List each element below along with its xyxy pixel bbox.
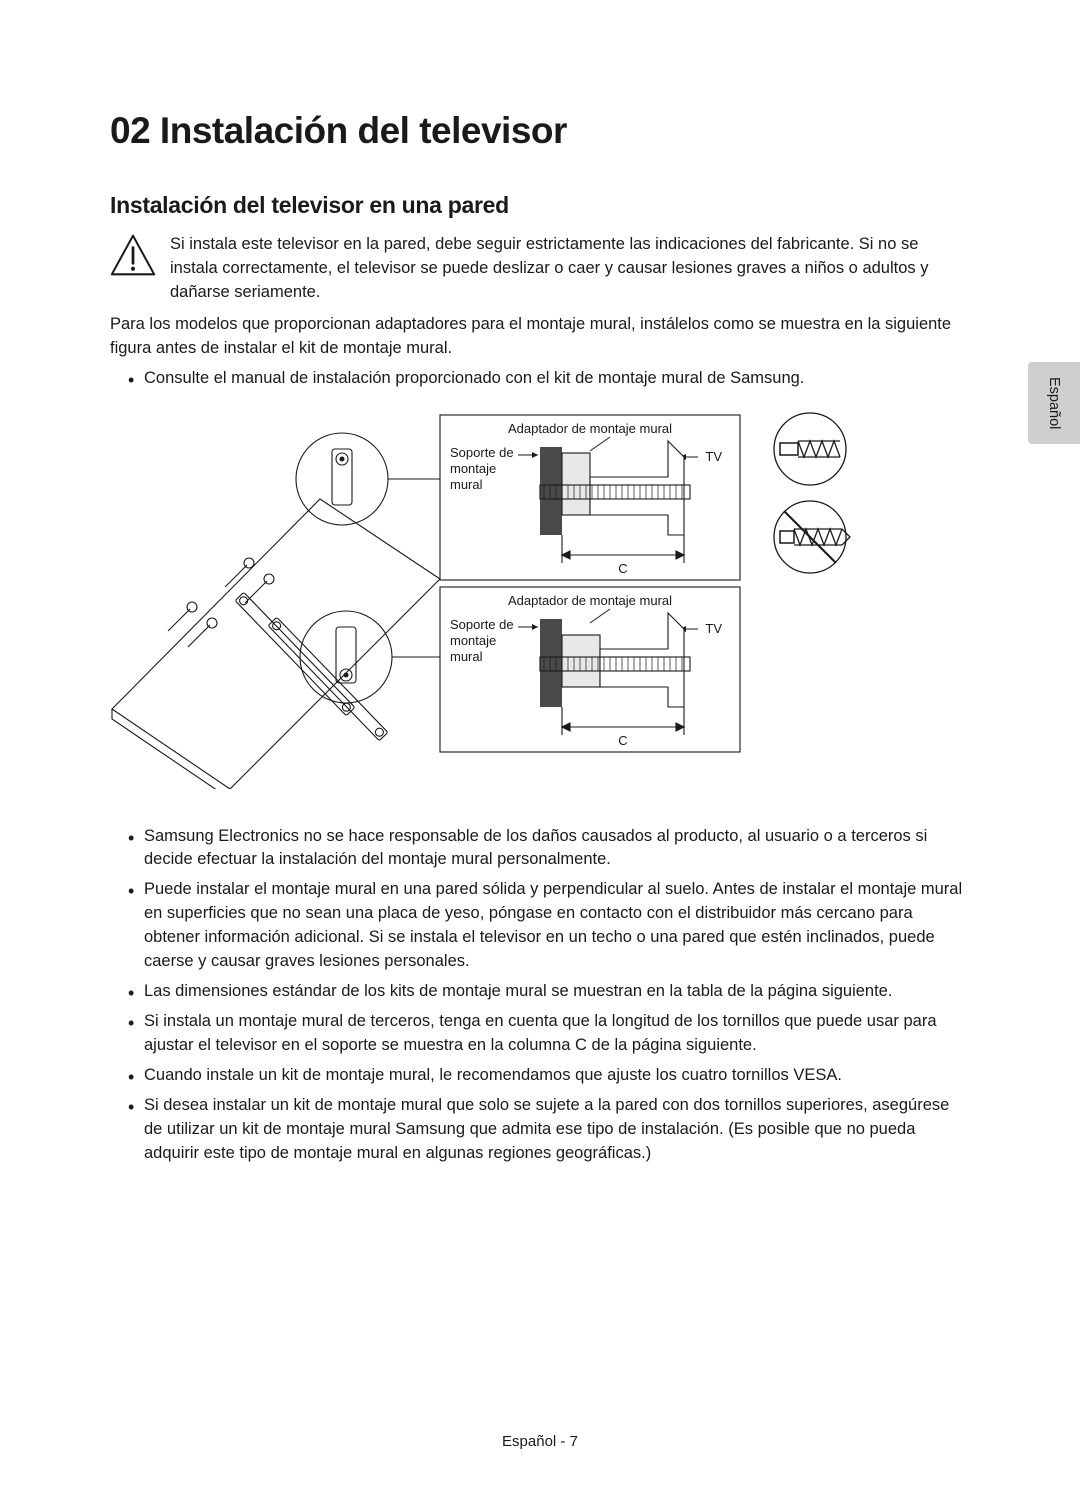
- page-content: 02 Instalación del televisor Instalación…: [0, 0, 1080, 1232]
- adapter-label-bot: Adaptador de montaje mural: [508, 593, 672, 608]
- bullet-after-4: Cuando instale un kit de montaje mural, …: [128, 1064, 970, 1088]
- bracket-label-bot-2: montaje: [450, 633, 496, 648]
- paragraph-1: Para los modelos que proporcionan adapta…: [110, 313, 970, 361]
- warning-icon: [110, 233, 156, 277]
- bracket-label-bot-3: mural: [450, 649, 483, 664]
- bullet-after-0: Samsung Electronics no se hace responsab…: [128, 825, 970, 873]
- tv-label-bot: TV: [705, 621, 722, 636]
- bullet-after-1: Puede instalar el montaje mural en una p…: [128, 878, 970, 974]
- bullet-after-3: Si instala un montaje mural de terceros,…: [128, 1010, 970, 1058]
- bullet-after-5: Si desea instalar un kit de montaje mura…: [128, 1094, 970, 1166]
- c-label-top: C: [618, 561, 627, 576]
- section-heading: 02 Instalación del televisor: [110, 110, 970, 152]
- adapter-label-top: Adaptador de montaje mural: [508, 421, 672, 436]
- bracket-label-top-2: montaje: [450, 461, 496, 476]
- installation-diagram: Adaptador de montaje mural Soporte de mo…: [110, 409, 970, 789]
- c-label-bot: C: [618, 733, 627, 748]
- tv-label-top: TV: [705, 449, 722, 464]
- bracket-label-bot-1: Soporte de: [450, 617, 514, 632]
- warning-text: Si instala este televisor en la pared, d…: [170, 233, 970, 305]
- bullet-after-2: Las dimensiones estándar de los kits de …: [128, 980, 970, 1004]
- warning-row: Si instala este televisor en la pared, d…: [110, 233, 970, 305]
- bracket-label-top-3: mural: [450, 477, 483, 492]
- subsection-heading: Instalación del televisor en una pared: [110, 192, 970, 219]
- bullet-consult: Consulte el manual de instalación propor…: [128, 367, 970, 391]
- bullet-list-top: Consulte el manual de instalación propor…: [110, 367, 970, 391]
- page-footer: Español - 7: [0, 1433, 1080, 1450]
- bracket-label-top-1: Soporte de: [450, 445, 514, 460]
- bullet-list-after: Samsung Electronics no se hace responsab…: [110, 825, 970, 1166]
